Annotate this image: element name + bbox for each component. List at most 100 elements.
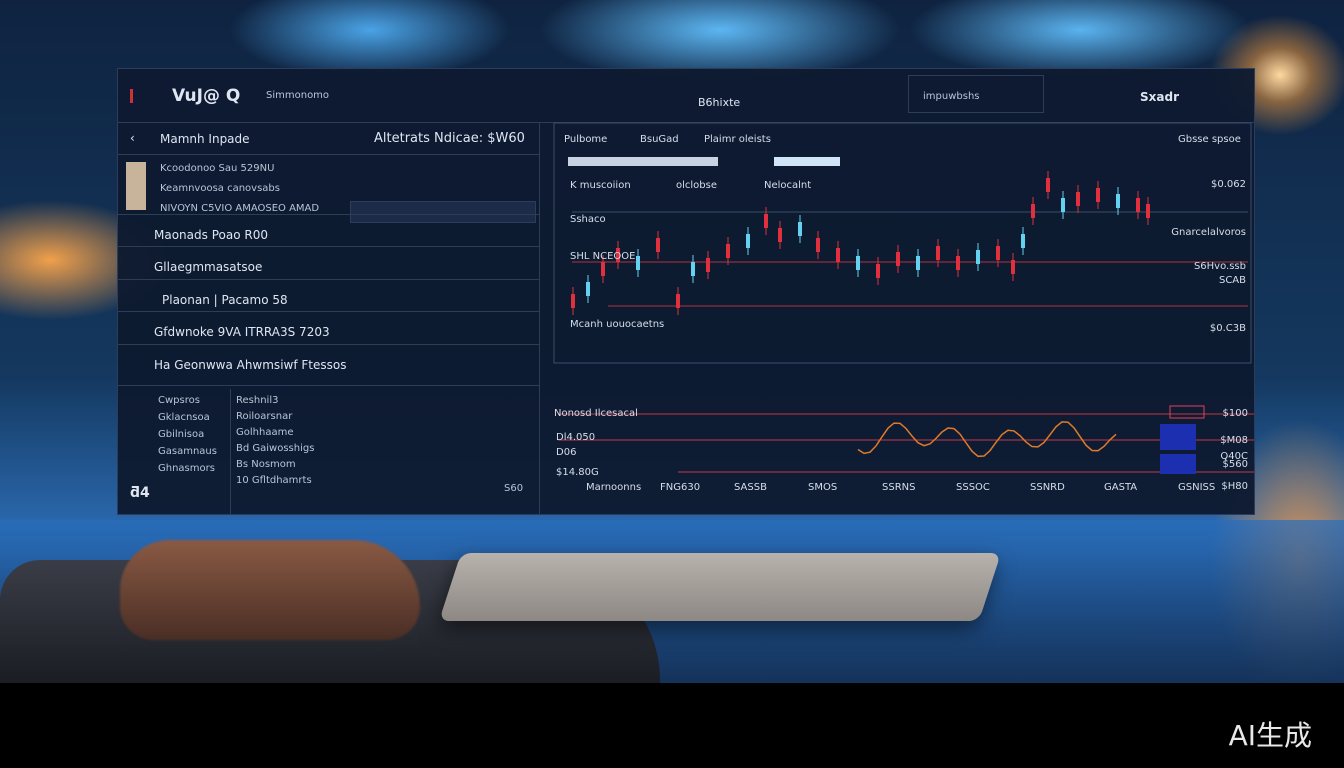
candle-body <box>1011 260 1015 274</box>
candle-body <box>976 250 980 264</box>
row-divider <box>118 279 539 280</box>
candle-body <box>996 246 1000 260</box>
legend-entry: Nelocalnt <box>764 180 811 191</box>
toolbar-field[interactable] <box>774 157 840 166</box>
lower-left-label: $14.80G <box>556 467 599 478</box>
corner-label: Gbsse spsoe <box>1178 134 1241 145</box>
legend-entry: K muscoiion <box>570 180 631 191</box>
row-label: Maonads Poao R00 <box>154 228 268 242</box>
table-cell: Gbilnisoa <box>158 429 205 440</box>
row-divider <box>118 214 539 215</box>
candle-body <box>1076 192 1080 206</box>
search[interactable]: impuwbshs <box>908 75 1044 113</box>
marker-box <box>1169 405 1205 419</box>
row-divider <box>118 311 539 312</box>
candle-body <box>1046 178 1050 192</box>
tab[interactable]: Plaimr oleists <box>704 134 771 145</box>
left-heading: Altetrats Ndicae: $W60 <box>374 131 525 146</box>
candle-body <box>726 244 730 258</box>
thumbnail <box>126 162 146 210</box>
input-box[interactable] <box>350 201 536 223</box>
candle-body <box>1021 234 1025 248</box>
candle-body <box>656 238 660 252</box>
toolbar-field[interactable] <box>568 157 718 166</box>
left-label: Mcanh uouocaetns <box>570 319 664 330</box>
candle-body <box>778 228 782 242</box>
column-divider <box>539 123 540 515</box>
candle-body <box>636 256 640 270</box>
tab[interactable]: BsuGad <box>640 134 679 145</box>
candle-body <box>916 256 920 270</box>
logo[interactable]: VuJ@ Q <box>172 86 241 106</box>
tab[interactable]: Pulbome <box>564 134 607 145</box>
candle-body <box>706 258 710 272</box>
candle-body <box>836 248 840 262</box>
dashboard: VuJ@ Q Simmonomo B6hixte impuwbshs Sxadr… <box>117 68 1255 515</box>
lower-right-label: $100 <box>1223 408 1248 419</box>
lower-left-label: D06 <box>556 447 576 458</box>
back-button[interactable]: ‹ <box>130 131 135 145</box>
candle-body <box>856 256 860 270</box>
bottom-bar <box>0 683 1344 768</box>
table-cell: Cwpsros <box>158 395 200 406</box>
hand <box>120 540 420 640</box>
table-cell: Bs Nosmom <box>236 459 296 470</box>
candle-body <box>616 248 620 262</box>
x-axis-label: SMOS <box>808 482 837 493</box>
volume-wave <box>857 421 1117 458</box>
candle-body <box>586 282 590 296</box>
info-line: NIVOYN C5VIO AMAOSEO AMAD <box>160 203 320 214</box>
lower-right-label: $H80 <box>1221 481 1248 492</box>
left-title: Mamnh Inpade <box>160 132 250 146</box>
candle-body <box>746 234 750 248</box>
candle-body <box>956 256 960 270</box>
row-divider <box>118 344 539 345</box>
table-cell: Bd Gaiwosshigs <box>236 443 315 454</box>
right-label: SCAB <box>1219 275 1246 286</box>
x-axis-label: SSSOC <box>956 482 990 493</box>
keyboard <box>438 553 1002 621</box>
lower-right-label: $M08 <box>1220 435 1248 446</box>
right-label: $0.062 <box>1211 179 1246 190</box>
x-axis-label: SASSB <box>734 482 767 493</box>
lower-left-label: Dl4.050 <box>556 432 595 443</box>
candle-body <box>896 252 900 266</box>
table-cell: Reshnil3 <box>236 395 279 406</box>
candle-body <box>936 246 940 260</box>
right-label: Gnarcelalvoros <box>1171 227 1246 238</box>
table-cell: 10 Gfltdhamrts <box>236 475 312 486</box>
chart-labels: Pulbome BsuGad Plaimr oleists Gbsse spsoe K … <box>554 134 1248 493</box>
row-label: Plaonan | Pacamo 58 <box>162 293 288 307</box>
candle-body <box>1061 198 1065 212</box>
candle-body <box>764 214 768 228</box>
row-divider <box>118 246 539 247</box>
row-label: Gllaegmmasatsoe <box>154 260 263 274</box>
x-axis-label: Marnoonns <box>586 482 641 493</box>
table-cell: Roiloarsnar <box>236 411 293 422</box>
candle-body <box>798 222 802 236</box>
candle-body <box>876 264 880 278</box>
lower-right-label: $560 <box>1223 459 1248 470</box>
right-label: $0.C3B <box>1210 323 1246 334</box>
table-cell: Gklacnsoa <box>158 412 210 423</box>
right-label: S6Hvo.ssb <box>1194 261 1246 272</box>
marker-box <box>1160 424 1196 450</box>
legend-entry: olclobse <box>676 180 717 191</box>
candle-body <box>1146 204 1150 218</box>
info-line: Kcoodonoo Sau 529NU <box>160 163 275 174</box>
x-axis-label: FNG630 <box>660 482 700 493</box>
left-label: Sshaco <box>570 214 606 225</box>
logo-mark <box>130 89 149 103</box>
row-divider <box>118 385 539 386</box>
marker-box <box>1160 454 1196 474</box>
user[interactable]: Sxadr <box>1140 90 1179 104</box>
row-label: Gfdwnoke 9VA ITRRA3S 7203 <box>154 325 330 339</box>
table-cell: Golhhaame <box>236 427 294 438</box>
lower-right-label: Q40C <box>1220 451 1248 462</box>
candle-body <box>1096 188 1100 202</box>
chart-frame <box>553 122 1252 364</box>
candle-body <box>1136 198 1140 212</box>
chart-area: Pulbome BsuGad Plaimr oleists Gbsse spsoe K … <box>553 122 1254 493</box>
info-line: Keamnvoosa canovsabs <box>160 183 280 194</box>
